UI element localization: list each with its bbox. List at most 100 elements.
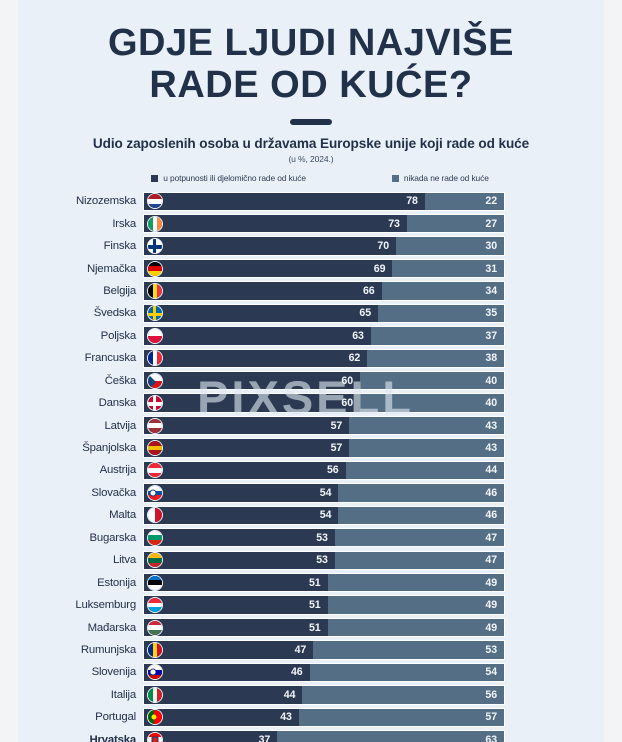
bar-segment-never-work-from-home: 27	[406, 214, 504, 233]
chart-row: Portugal 43 57	[18, 706, 604, 728]
flag-icon-fr	[147, 350, 163, 367]
bar-segment-never-work-from-home: 46	[338, 484, 504, 502]
bar-value-work-from-home: 51	[309, 599, 321, 612]
chart-row: Danska 60 40	[18, 392, 604, 414]
bar-value-never-work-from-home: 40	[485, 374, 497, 387]
flag-icon-lu	[147, 597, 163, 614]
subtitle-units: (u %, 2024.)	[288, 154, 334, 164]
country-label-pt: Portugal	[95, 711, 136, 724]
bar-track: 62 38	[143, 348, 505, 368]
bar-value-never-work-from-home: 53	[485, 643, 497, 656]
flag-icon-it	[147, 686, 163, 703]
chart-row: Slovenija 46 54	[18, 661, 604, 683]
bar-segment-never-work-from-home: 49	[327, 573, 504, 592]
bar-segment-never-work-from-home: 34	[381, 282, 504, 300]
bar-segment-never-work-from-home: 43	[349, 416, 504, 435]
flag-icon-fi	[147, 238, 163, 255]
bar-track: 78 22	[143, 191, 505, 211]
country-label-pl: Poljska	[100, 329, 137, 342]
chart-row: Litva 53 47	[18, 549, 604, 571]
bar-segment-work-from-home: 53	[144, 551, 335, 569]
bar-value-work-from-home: 51	[309, 576, 321, 589]
country-label-de: Njemačka	[86, 262, 136, 275]
bar-segment-work-from-home: 70	[144, 237, 396, 255]
bar-value-work-from-home: 43	[280, 711, 292, 724]
bar-value-never-work-from-home: 31	[485, 262, 497, 275]
flag-icon-ie	[147, 215, 163, 232]
bar-segment-work-from-home: 37	[144, 731, 278, 742]
bar-track: 57 43	[143, 438, 505, 458]
chart-row: Austrija 56 44	[18, 459, 604, 481]
bar-segment-never-work-from-home: 47	[334, 529, 504, 547]
country-label-fr: Francuska	[84, 352, 137, 365]
bar-value-work-from-home: 63	[352, 329, 364, 342]
bar-track: 53 47	[143, 528, 505, 548]
bar-value-never-work-from-home: 56	[485, 688, 497, 701]
flag-icon-cz	[147, 372, 163, 389]
bar-segment-never-work-from-home: 44	[345, 461, 504, 480]
flag-icon-si	[147, 664, 163, 681]
flag-icon-sk	[147, 484, 163, 501]
bar-segment-work-from-home: 51	[144, 596, 328, 614]
content-panel: GDJE LJUDI NAJVIŠE RADE OD KUĆE? Udio za…	[18, 0, 604, 742]
page-title-line-1: GDJE LJUDI NAJVIŠE	[108, 22, 514, 64]
bar-segment-work-from-home: 57	[144, 439, 350, 457]
bar-value-work-from-home: 60	[341, 397, 353, 410]
bar-value-work-from-home: 73	[388, 217, 400, 230]
flag-icon-ro	[147, 641, 163, 658]
bar-segment-never-work-from-home: 35	[378, 304, 504, 323]
country-label-ie: Irska	[112, 217, 136, 230]
bar-track: 51 49	[143, 617, 505, 638]
bar-segment-work-from-home: 73	[144, 214, 407, 233]
stacked-bar-chart: Nizozemska 78 22 Irska 73 27 Finska 70 30 Njemačk…	[18, 190, 604, 742]
bar-segment-work-from-home: 51	[144, 573, 328, 592]
bar-segment-never-work-from-home: 30	[396, 237, 504, 255]
chart-legend: u potpunosti ili djelomično rade od kuće…	[18, 173, 604, 183]
bar-segment-never-work-from-home: 40	[360, 372, 504, 390]
title-divider	[290, 119, 332, 125]
flag-icon-lv	[147, 417, 163, 434]
bar-segment-work-from-home: 44	[144, 686, 303, 704]
bar-value-work-from-home: 51	[309, 621, 321, 634]
bar-segment-work-from-home: 62	[144, 349, 368, 367]
bar-value-never-work-from-home: 44	[485, 464, 497, 477]
country-label-at: Austrija	[99, 464, 137, 477]
bar-segment-work-from-home: 78	[144, 192, 425, 210]
bar-track: 65 35	[143, 303, 505, 324]
country-label-si: Slovenija	[91, 666, 137, 679]
country-label-it: Italija	[110, 688, 136, 701]
bar-track: 51 49	[143, 595, 505, 615]
bar-segment-never-work-from-home: 22	[424, 192, 504, 210]
chart-row: Njemačka 69 31	[18, 257, 604, 279]
bar-segment-never-work-from-home: 46	[338, 506, 504, 525]
bar-track: 70 30	[143, 236, 505, 256]
bar-segment-never-work-from-home: 31	[392, 259, 504, 278]
country-label-bg: Bugarska	[89, 531, 136, 544]
bar-value-never-work-from-home: 30	[485, 240, 497, 253]
bar-segment-work-from-home: 46	[144, 663, 310, 682]
chart-row: Španjolska 57 43	[18, 437, 604, 459]
legend-label-work-from-home: u potpunosti ili djelomično rade od kuće	[163, 173, 306, 183]
bar-track: 66 34	[143, 281, 505, 301]
bar-value-never-work-from-home: 49	[485, 576, 497, 589]
bar-value-never-work-from-home: 46	[485, 509, 497, 522]
chart-row: Nizozemska 78 22	[18, 190, 604, 212]
flag-icon-se	[147, 305, 163, 322]
flag-icon-pt	[147, 709, 163, 726]
chart-row: Irska 73 27	[18, 212, 604, 234]
country-label-ee: Estonija	[97, 576, 136, 589]
bar-segment-never-work-from-home: 54	[309, 663, 504, 682]
bar-track: 47 53	[143, 640, 505, 660]
chart-row: Francuska 62 38	[18, 347, 604, 369]
flag-icon-at	[147, 462, 163, 479]
bar-value-never-work-from-home: 37	[485, 329, 497, 342]
bar-value-work-from-home: 60	[341, 374, 353, 387]
bar-track: 69 31	[143, 258, 505, 279]
bar-segment-never-work-from-home: 63	[277, 731, 504, 742]
bar-track: 60 40	[143, 371, 505, 391]
bar-value-work-from-home: 53	[316, 554, 328, 567]
bar-track: 73 27	[143, 213, 505, 234]
chart-row: Hrvatska 37 63	[18, 729, 604, 742]
country-label-dk: Danska	[98, 397, 137, 410]
